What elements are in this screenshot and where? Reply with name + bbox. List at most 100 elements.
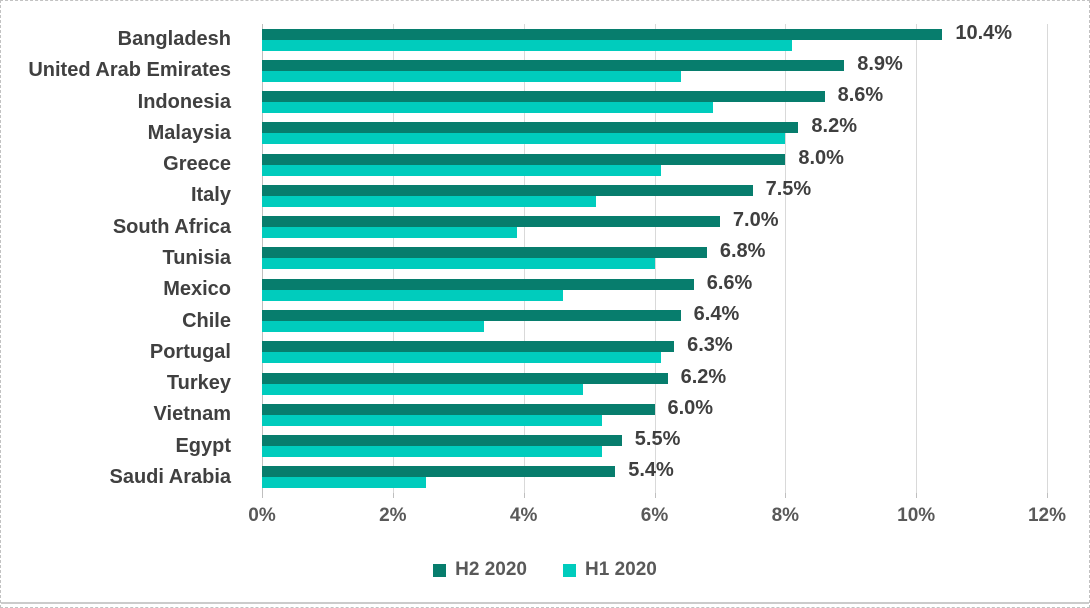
legend-swatch-icon (563, 563, 576, 577)
bar-h2-2020 (262, 153, 786, 165)
bar-h2-2020 (262, 247, 707, 259)
x-tick-label: 2% (379, 505, 407, 526)
chart-row: 6.0% (262, 396, 1047, 430)
category-label: South Africa (112, 215, 231, 238)
chart-row: 8.6% (262, 84, 1047, 118)
bar-h1-2020 (262, 321, 485, 333)
gridline (785, 24, 787, 493)
gridline (654, 24, 656, 493)
bar-h1-2020 (262, 446, 603, 458)
bar-h1-2020 (262, 39, 792, 51)
bar-h1-2020 (262, 258, 655, 270)
data-label: 8.6% (837, 84, 884, 107)
bar-h1-2020 (262, 289, 563, 301)
x-tick-label: 6% (640, 505, 669, 526)
chart-row: 5.5% (262, 428, 1047, 461)
bar-h2-2020 (262, 466, 616, 478)
x-tick-label: 10% (897, 505, 936, 526)
legend-swatch-icon (433, 563, 447, 577)
bar-h1-2020 (262, 195, 596, 207)
category-label: Turkey (166, 372, 231, 395)
bar-h2-2020 (262, 59, 845, 71)
bar-h1-2020 (262, 133, 786, 145)
bar-h1-2020 (262, 477, 426, 489)
bar-h2-2020 (262, 28, 943, 40)
bar-h1-2020 (262, 414, 603, 426)
data-label: 5.4% (628, 459, 674, 482)
chart-row: 10.4% (262, 21, 1047, 55)
x-tick-label: 8% (771, 505, 800, 526)
axis-tickmark (262, 493, 263, 498)
chart-row: 6.8% (262, 240, 1047, 274)
chart-row: 8.9% (262, 52, 1047, 86)
data-label: 8.2% (811, 115, 857, 138)
bar-h1-2020 (262, 102, 714, 114)
category-label: Mexico (163, 278, 231, 301)
category-label: Greece (163, 153, 231, 176)
chart-row: 5.4% (262, 459, 1047, 493)
category-label: Malaysia (147, 121, 231, 144)
data-label: 6.4% (693, 303, 740, 326)
x-axis: 0% 2% 4% 6% 8% 10% 12% (248, 505, 1066, 531)
bar-h1-2020 (262, 70, 681, 82)
bar-h1-2020 (262, 164, 662, 176)
bar-h1-2020 (262, 352, 662, 364)
legend-label: H2 2020 (455, 559, 527, 580)
chart-row: 6.4% (262, 303, 1047, 336)
bar-h2-2020 (262, 310, 681, 322)
chart-row: 7.0% (262, 209, 1047, 243)
gridline (1047, 24, 1048, 493)
chart-row: 7.5% (262, 178, 1047, 211)
chart-row: 6.2% (262, 365, 1047, 399)
bar-h2-2020 (262, 184, 753, 196)
data-label: 7.0% (732, 209, 779, 232)
data-label: 7.5% (765, 178, 812, 201)
category-label: Vietnam (153, 403, 231, 426)
category-label: Chile (182, 309, 231, 332)
category-label: Italy (190, 184, 231, 207)
legend-item-h2-2020: H2 2020 (433, 559, 527, 581)
x-tick-label: 4% (509, 505, 538, 526)
bar-h2-2020 (262, 278, 694, 290)
category-label: United Arab Emirates (28, 59, 231, 82)
data-label: 6.0% (667, 396, 714, 419)
data-label: 10.4% (955, 21, 1013, 44)
data-label: 8.9% (857, 52, 903, 75)
bottom-border-line (1, 602, 1089, 604)
data-label: 6.6% (706, 271, 753, 294)
category-label: Indonesia (137, 90, 231, 113)
category-label: Saudi Arabia (109, 465, 231, 488)
legend-item-h1-2020: H1 2020 (563, 559, 657, 581)
chart-row: 6.6% (262, 271, 1047, 305)
gridline (916, 24, 918, 493)
axis-tickmark (523, 493, 525, 498)
category-label: Portugal (149, 340, 231, 363)
bar-h2-2020 (262, 341, 675, 353)
bar-h2-2020 (262, 403, 655, 415)
bar-h2-2020 (262, 122, 799, 134)
bar-h2-2020 (262, 435, 622, 447)
category-label: Tunisia (162, 246, 231, 269)
bar-rows: 10.4% 8.9% 8.6% 8.2% 8.0% 7.5% 7.0% 6.8% 6.6% 6.4… (262, 21, 1047, 493)
axis-tickmark (1047, 493, 1048, 498)
bar-h1-2020 (262, 383, 583, 395)
data-label: 6.3% (687, 334, 733, 357)
x-tick-label: 0% (248, 505, 276, 526)
data-label: 6.2% (680, 365, 727, 388)
axis-tickmark (654, 493, 656, 498)
legend-label: H1 2020 (585, 559, 657, 580)
data-label: 6.8% (719, 240, 766, 263)
legend: H2 2020 H1 2020 (1, 557, 1089, 583)
x-tick-label: 12% (1027, 505, 1067, 526)
bar-h2-2020 (262, 372, 668, 384)
bar-h1-2020 (262, 227, 518, 239)
axis-tickmark (785, 493, 787, 498)
axis-tickmark (392, 493, 394, 498)
data-label: 8.0% (798, 146, 844, 169)
bar-h2-2020 (262, 91, 825, 103)
chart-row: 8.2% (262, 115, 1047, 149)
axis-tickmark (916, 493, 918, 498)
category-label: Bangladesh (117, 28, 231, 51)
category-axis: Bangladesh United Arab Emirates Indonesia M… (1, 24, 231, 493)
